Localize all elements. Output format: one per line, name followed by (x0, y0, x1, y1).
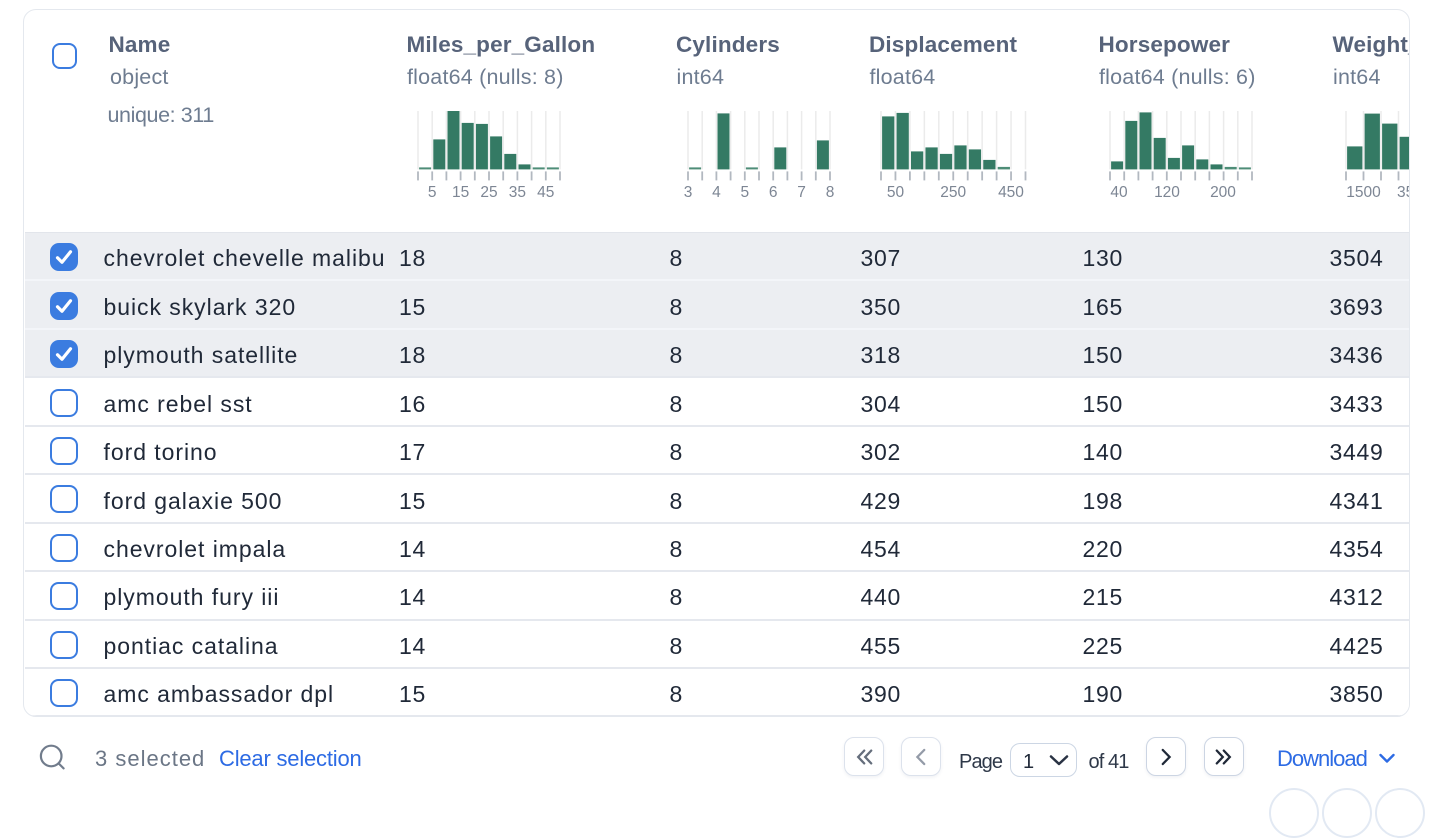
svg-text:1500: 1500 (1346, 184, 1381, 201)
svg-text:35: 35 (509, 184, 526, 201)
svg-text:6: 6 (768, 184, 777, 201)
svg-text:3: 3 (683, 184, 692, 201)
svg-text:200: 200 (1210, 184, 1236, 201)
svg-text:450: 450 (998, 184, 1024, 201)
svg-text:4: 4 (712, 184, 721, 201)
svg-text:15: 15 (452, 184, 469, 201)
svg-text:40: 40 (1110, 184, 1128, 201)
svg-text:120: 120 (1154, 184, 1180, 201)
svg-text:5: 5 (740, 184, 749, 201)
svg-text:50: 50 (886, 184, 904, 201)
svg-text:25: 25 (481, 184, 498, 201)
svg-text:7: 7 (797, 184, 806, 201)
svg-text:5: 5 (428, 184, 437, 201)
svg-text:8: 8 (825, 184, 834, 201)
svg-text:3500: 3500 (1396, 184, 1408, 201)
svg-text:250: 250 (940, 184, 966, 201)
svg-text:45: 45 (537, 184, 554, 201)
